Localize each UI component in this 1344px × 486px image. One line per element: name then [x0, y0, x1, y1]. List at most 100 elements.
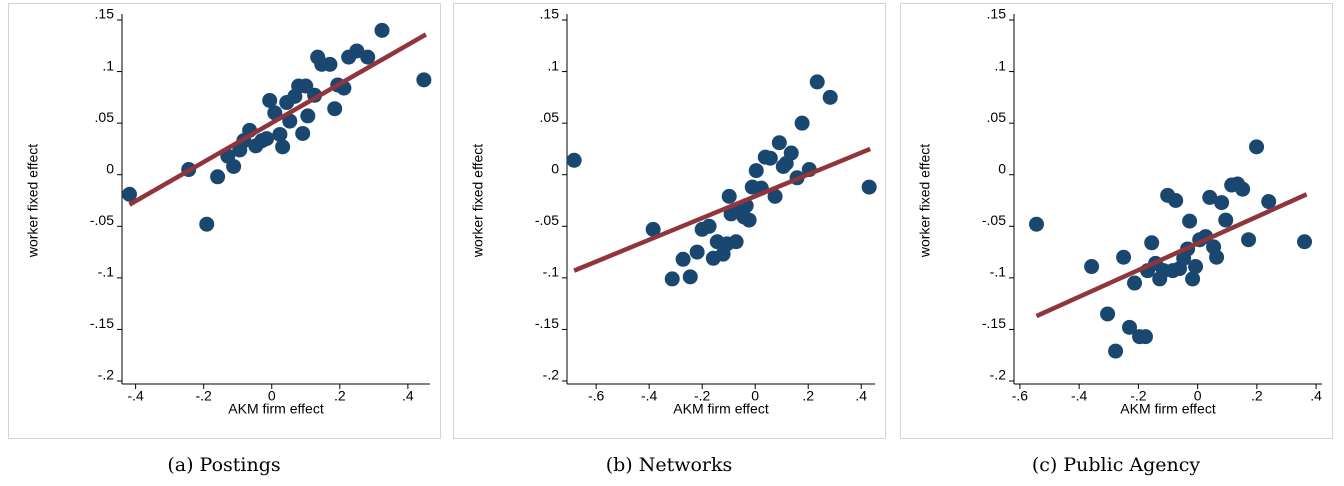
x-tick-label: -.6	[1012, 388, 1029, 404]
x-tick-label: .4	[855, 388, 867, 404]
y-tick-label: 0	[106, 160, 114, 176]
x-tick-label: -.2	[694, 388, 711, 404]
scatter-point	[767, 188, 783, 204]
x-tick-label: .4	[402, 388, 414, 404]
scatter-point	[210, 169, 226, 185]
y-tick-label: -.15	[982, 315, 1006, 331]
scatter-point	[199, 216, 215, 232]
scatter-point	[645, 221, 661, 237]
y-axis-title: worker fixed effect	[25, 144, 41, 258]
x-axis-title: AKM firm effect	[228, 401, 324, 417]
scatter-point	[1137, 329, 1153, 345]
scatter-point	[701, 218, 717, 234]
x-axis-title: AKM firm effect	[673, 401, 769, 417]
scatter-point	[1218, 212, 1234, 228]
x-tick-label: .2	[802, 388, 814, 404]
scatter-point	[1144, 235, 1160, 251]
scatter-point	[360, 49, 376, 65]
y-tick-label: .05	[95, 109, 115, 125]
scatter-point	[1108, 343, 1124, 359]
scatter-point	[349, 43, 365, 59]
scatter-point	[861, 179, 877, 195]
scatter-point	[721, 188, 737, 204]
scatter-point	[416, 72, 432, 88]
y-tick-label: .1	[547, 57, 559, 73]
x-tick-label: -.4	[1071, 388, 1088, 404]
scatter-point	[259, 131, 275, 147]
scatter-point	[272, 126, 288, 142]
panel-frame	[900, 3, 1333, 439]
y-tick-label: -.15	[535, 315, 559, 331]
y-tick-label: -.05	[535, 212, 559, 228]
scatter-point	[1182, 213, 1198, 229]
scatter-point	[327, 101, 343, 117]
scatter-point	[374, 22, 390, 38]
y-tick-label: .05	[540, 109, 560, 125]
y-tick-label: .1	[102, 57, 114, 73]
x-tick-label: 0	[268, 388, 276, 404]
scatter-point	[1241, 232, 1257, 248]
y-tick-label: -.2	[98, 367, 115, 383]
scatter-point	[682, 269, 698, 285]
scatter-point	[809, 74, 825, 90]
y-tick-label: 0	[998, 160, 1006, 176]
y-axis-title: worker fixed effect	[917, 144, 933, 258]
scatter-point	[566, 152, 582, 168]
scatter-point	[664, 271, 680, 287]
scatter-point	[121, 186, 137, 202]
scatter-point	[322, 56, 338, 72]
scatter-point	[1084, 259, 1100, 275]
scatter-point	[762, 150, 778, 166]
scatter-point	[1168, 193, 1184, 208]
caption: (c) Public Agency	[1032, 454, 1201, 476]
scatter-point	[1122, 319, 1137, 335]
caption: (a) Postings	[167, 454, 280, 476]
y-tick-label: -.2	[543, 367, 560, 383]
panel: -.2 -.15 -.1 -.05 0 .05 .1 .15 -.4 -.2 0 .2 .4 AKM fi…	[8, 3, 441, 439]
scatter-point	[794, 115, 810, 131]
scatter-point	[675, 251, 691, 267]
panel: -.2 -.15 -.1 -.05 0 .05 .1 .15 -.6 -.4 -.2 0 .2 .4 AKM…	[900, 3, 1333, 439]
x-tick-label: -.2	[196, 388, 213, 404]
scatter-point	[771, 135, 787, 151]
scatter-point	[1185, 271, 1201, 287]
panel: -.2 -.15 -.1 -.05 0 .05 .1 .15 -.6 -.4 -.2 0 .2 .4 AKM…	[453, 3, 886, 439]
y-tick-label: -.2	[990, 367, 1007, 383]
scatter-point	[1188, 259, 1204, 275]
scatter-point	[1249, 139, 1265, 155]
caption: (b) Networks	[606, 454, 733, 476]
y-tick-label: -.1	[990, 264, 1007, 280]
scatter-point	[689, 244, 705, 260]
y-tick-label: -.05	[982, 212, 1006, 228]
scatter-point	[1116, 249, 1132, 265]
scatter-point	[822, 89, 838, 105]
x-tick-label: -.6	[588, 388, 605, 404]
scatter-point	[275, 139, 291, 155]
y-tick-label: -.1	[543, 264, 560, 280]
panel-frame	[453, 3, 886, 439]
scatter-point	[728, 234, 744, 250]
x-tick-label: .2	[1251, 388, 1263, 404]
panel-frame	[8, 3, 441, 439]
scatter-point	[748, 163, 764, 179]
x-tick-label: -.4	[127, 388, 144, 404]
scatter-point	[300, 108, 316, 124]
fit-line	[128, 32, 428, 207]
x-axis-title: AKM firm effect	[1120, 401, 1216, 417]
scatter-point	[1029, 216, 1045, 232]
scatter-point	[741, 212, 757, 228]
y-tick-label: -.05	[90, 212, 114, 228]
y-tick-label: .15	[540, 6, 560, 22]
scatter-point	[1209, 249, 1225, 265]
fit-line	[573, 146, 872, 273]
scatter-point	[1100, 306, 1116, 322]
x-tick-label: .4	[1310, 388, 1322, 404]
scatter-point	[1261, 194, 1277, 210]
scatter-point	[1235, 181, 1251, 197]
y-tick-label: .05	[987, 109, 1007, 125]
y-tick-label: 0	[551, 160, 559, 176]
x-tick-label: .2	[334, 388, 346, 404]
y-tick-label: -.1	[98, 264, 115, 280]
